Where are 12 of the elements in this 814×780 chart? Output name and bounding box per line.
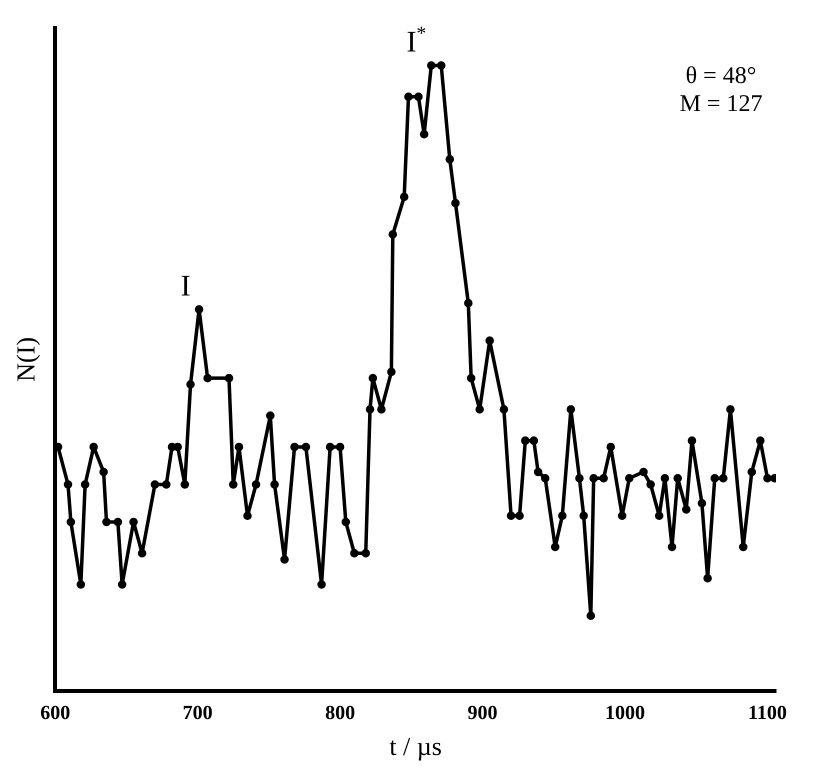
x-tick-label: 1000 — [605, 702, 645, 724]
annotation: I — [180, 269, 191, 302]
annotation: I* — [406, 24, 426, 59]
x-axis-title: t / µs — [389, 732, 442, 762]
x-tick-label: 800 — [325, 702, 356, 724]
y-axis-title: N(I) — [11, 337, 40, 382]
annotation: M = 127 — [680, 91, 762, 117]
annotation: θ = 48° — [686, 63, 756, 89]
x-tick-label: 900 — [468, 702, 498, 724]
x-tick-label: 1100 — [748, 702, 787, 724]
x-tick-label: 600 — [40, 702, 70, 724]
x-tick-label: 700 — [182, 702, 213, 724]
